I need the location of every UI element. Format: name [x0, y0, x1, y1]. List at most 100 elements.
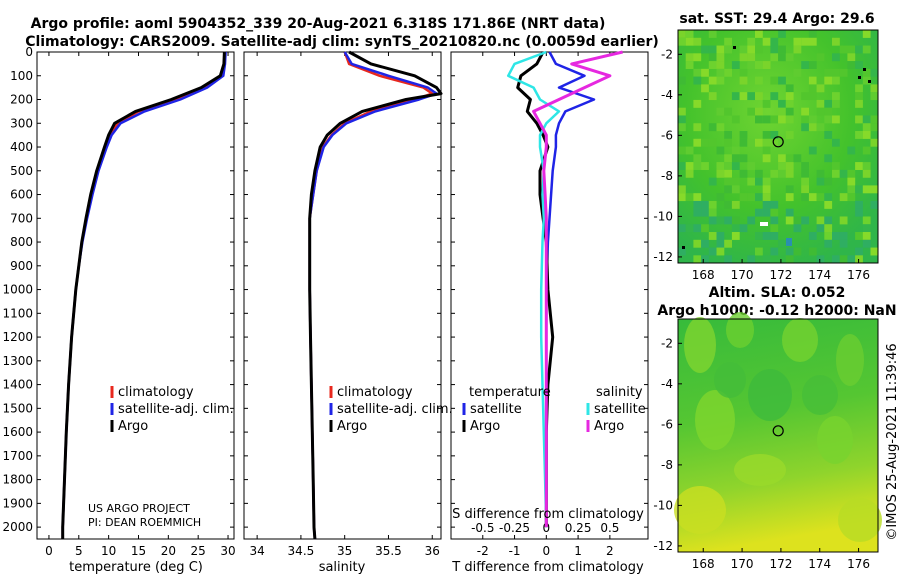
sst-cell: [870, 200, 879, 209]
series-line-temperature-argo: [516, 51, 555, 528]
sst-cell: [808, 115, 817, 124]
sst-cell: [808, 84, 817, 93]
sst-cell: [785, 216, 794, 225]
island-speck: [863, 68, 866, 71]
sst-cell: [755, 76, 763, 85]
sst-cell: [808, 232, 817, 240]
sst-cell: [731, 61, 740, 69]
sst-cell: [762, 37, 771, 46]
sst-cell: [778, 53, 786, 62]
sst-cell: [824, 115, 833, 124]
sla-blob: [782, 318, 818, 362]
sst-cell: [801, 37, 809, 46]
map-x-tick-label: 170: [731, 557, 754, 571]
sst-cell: [862, 30, 871, 38]
sst-cell: [785, 107, 794, 116]
sst-cell: [847, 45, 856, 54]
sst-cell: [762, 232, 771, 240]
sst-cell: [824, 200, 833, 209]
map-y-tick-label: -6: [661, 128, 673, 142]
figure-title-line2: Climatology: CARS2009. Satellite-adj cli…: [25, 34, 659, 50]
map-y-tick-label: -6: [661, 417, 673, 431]
sst-cell: [693, 255, 702, 264]
sst-cell: [724, 177, 732, 186]
sst-cell: [755, 92, 763, 101]
sst-cell: [785, 169, 794, 178]
sst-cell: [731, 200, 740, 209]
sst-cell: [685, 53, 694, 62]
sst-missing-cell: [760, 222, 768, 226]
salinity-axis-label: salinity: [319, 560, 366, 575]
sst-cell: [762, 255, 771, 264]
sst-cell: [755, 247, 763, 256]
sst-cell: [747, 255, 756, 264]
t-difference-axis-label: T difference from climatology: [451, 560, 644, 575]
sst-cell: [785, 247, 794, 256]
sst-cell: [708, 247, 717, 256]
sst-cell: [785, 92, 794, 101]
sla-map-title-line1: Altim. SLA: 0.052: [709, 285, 846, 301]
sst-cell: [770, 232, 779, 240]
sla-blob: [817, 416, 853, 464]
sst-cell: [778, 99, 786, 108]
sst-cell: [747, 45, 756, 54]
sst-cell: [724, 68, 732, 77]
sst-cell: [762, 208, 771, 217]
sst-cell: [716, 76, 725, 85]
legend-label-temp-argo: Argo: [470, 419, 500, 434]
sst-cell: [839, 239, 848, 248]
sst-cell: [701, 200, 709, 209]
sst-cell: [693, 239, 702, 248]
depth-tick-labels: 0 100 200 300 400 500 600 700 800 900 1000 1100 1200…: [2, 45, 33, 534]
sst-cell: [685, 146, 694, 155]
sst-cell: [678, 193, 686, 202]
sst-cell: [870, 92, 879, 101]
sst-cell: [839, 68, 848, 77]
sst-cell: [855, 45, 863, 54]
sst-cell: [678, 146, 686, 155]
sst-cell: [778, 169, 786, 178]
depth-tick-label: 1900: [2, 496, 33, 510]
depth-tick-label: 1000: [2, 283, 33, 297]
depth-tick-label: 500: [10, 164, 33, 178]
x-tick-label: 36: [425, 544, 440, 558]
sst-cell: [724, 154, 732, 163]
sst-cell: [808, 92, 817, 101]
sst-cell: [708, 30, 717, 38]
sst-cell: [862, 162, 871, 170]
sst-cell: [862, 123, 871, 132]
sst-cell: [724, 37, 732, 46]
sst-cell: [832, 53, 840, 62]
sst-cell: [708, 123, 717, 132]
s-difference-axis-label: S difference from climatology: [452, 507, 644, 522]
temperature-legend: climatology satellite-adj. clim. Argo: [110, 385, 234, 434]
sst-cell: [770, 53, 779, 62]
sst-cell: [708, 232, 717, 240]
map-y-tick-label: -8: [661, 169, 673, 183]
sst-cell: [685, 193, 694, 202]
sst-cell: [824, 177, 833, 186]
sst-cell: [855, 115, 863, 124]
sst-map-cells: [678, 30, 879, 546]
sst-cell: [716, 107, 725, 116]
sla-map-axes: 168 170 172 174 176 -2 -4 -6 -8 -10 -12: [653, 336, 870, 571]
sst-cell: [755, 232, 763, 240]
depth-tick-label: 1700: [2, 449, 33, 463]
legend-label-argo: Argo: [337, 419, 367, 434]
sst-cell: [708, 76, 717, 85]
sst-cell: [747, 162, 756, 170]
sst-cell: [816, 216, 825, 225]
sst-cell: [716, 216, 725, 225]
sst-cell: [793, 154, 802, 163]
sst-cell: [839, 45, 848, 54]
sst-cell: [785, 185, 794, 194]
sst-cell: [716, 247, 725, 256]
depth-tick-label: 1400: [2, 378, 33, 392]
sst-cell: [716, 239, 725, 248]
sst-cell: [862, 216, 871, 225]
depth-tick-label: 1200: [2, 330, 33, 344]
depth-tick-label: 800: [10, 235, 33, 249]
project-label: US ARGO PROJECT: [88, 502, 190, 515]
sst-cell: [839, 169, 848, 178]
sst-cell: [816, 224, 825, 233]
